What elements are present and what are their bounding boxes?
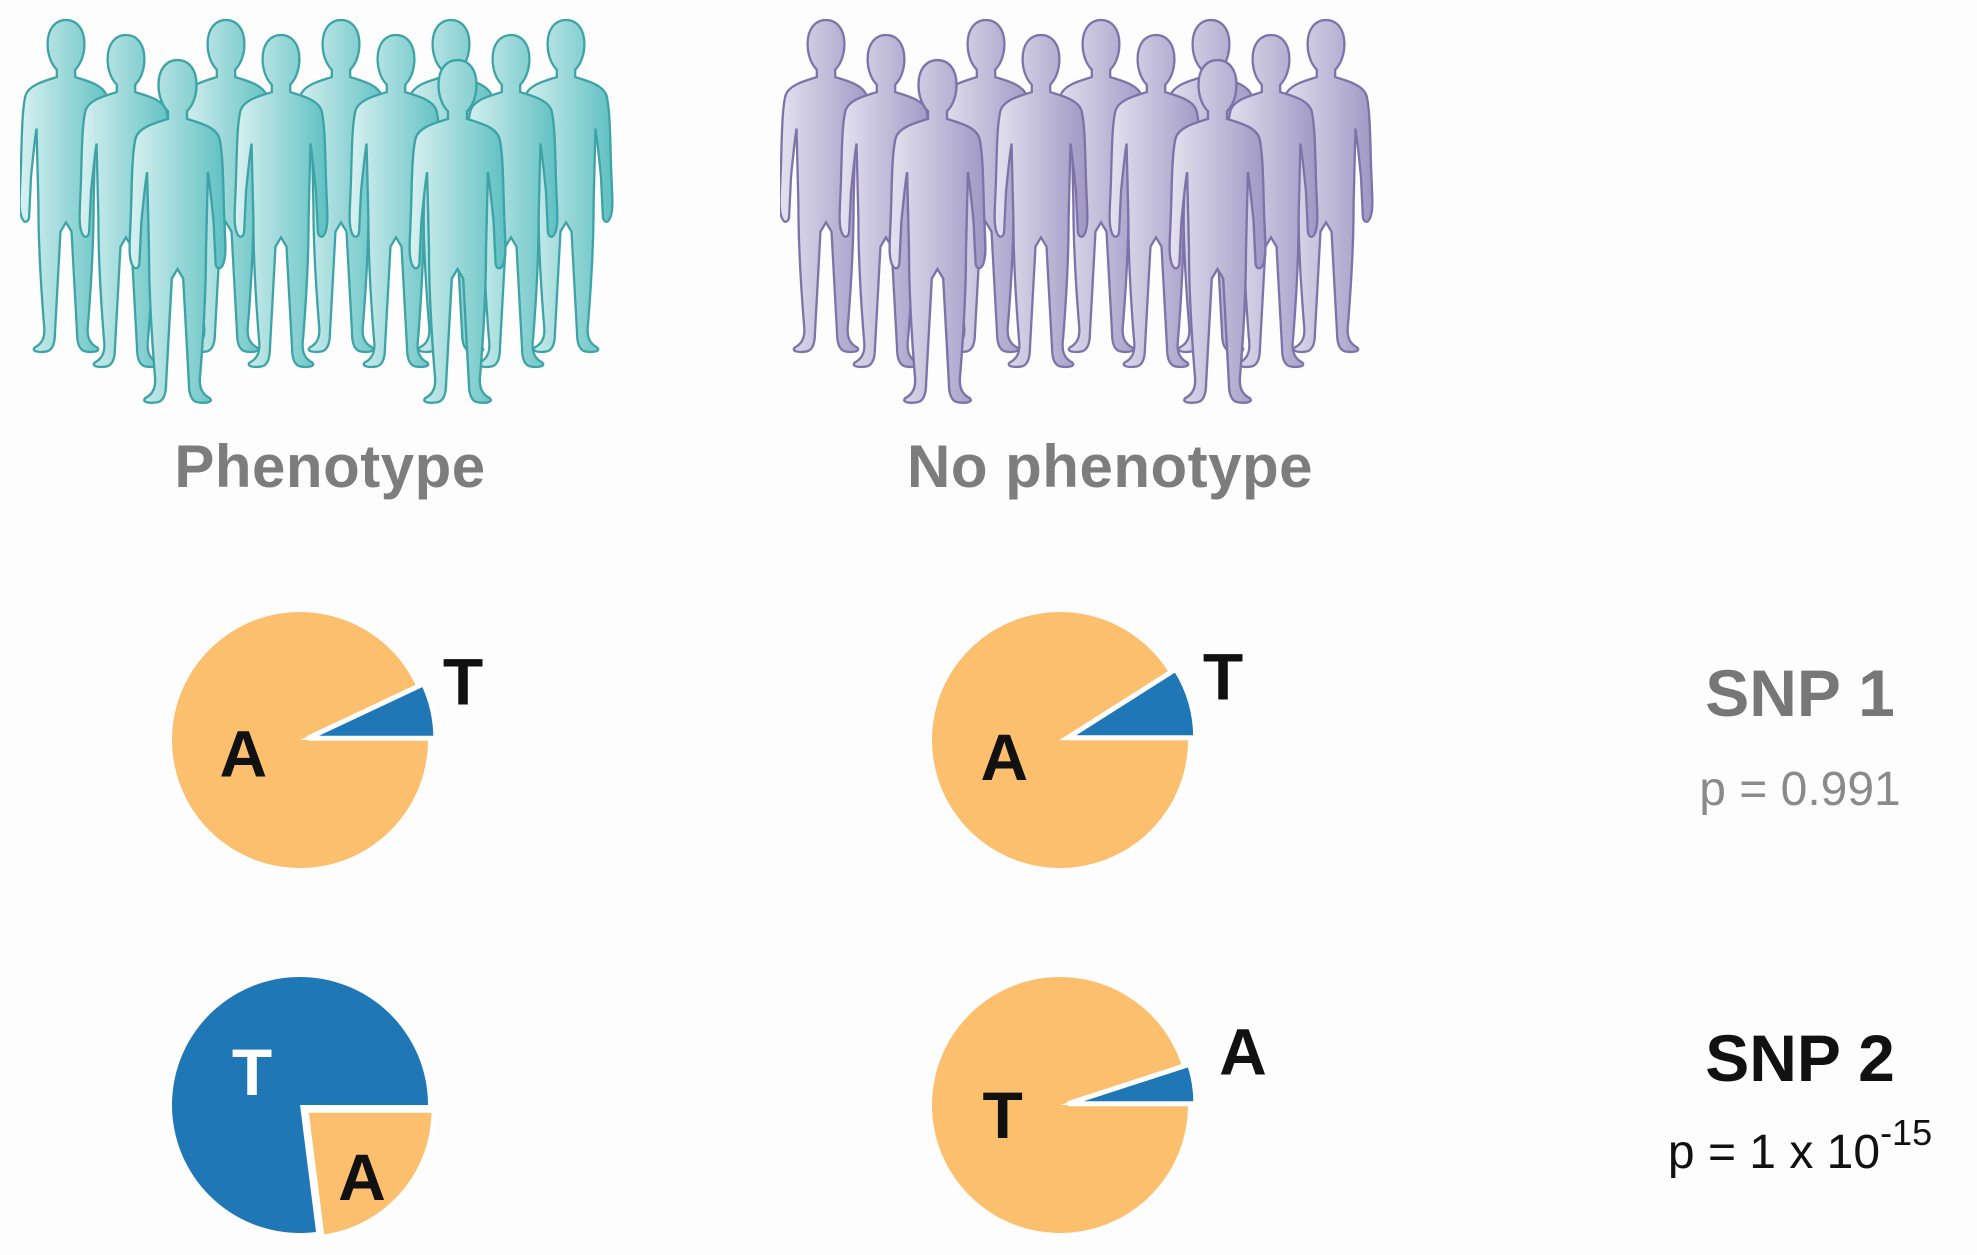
snp2-phenotype-minor-slice xyxy=(303,1107,437,1241)
snp1-phenotype-pie: AT xyxy=(172,612,483,868)
snp1-p-value: p = 0.991 xyxy=(1640,755,1960,817)
snp2-title: SNP 2 xyxy=(1705,1021,1895,1095)
snp1-title: SNP 1 xyxy=(1705,656,1895,730)
no-phenotype-crowd-icon xyxy=(780,18,1374,404)
snp1-phenotype-major-allele-label: A xyxy=(220,717,268,791)
person-silhouette-icon xyxy=(888,58,987,404)
snp2-no-phenotype-pie: TA xyxy=(932,977,1267,1233)
snp2-phenotype-minor-allele-label: A xyxy=(338,1140,386,1214)
snp2-p-text: p = 1 x 10 xyxy=(1667,1126,1881,1179)
person-silhouette-icon xyxy=(993,33,1089,369)
person-silhouette-icon xyxy=(233,33,329,369)
snp2-no-phenotype-minor-allele-label: A xyxy=(1219,1014,1267,1088)
snp1-no-phenotype-pie: AT xyxy=(932,612,1243,868)
snp1-phenotype-minor-slice xyxy=(306,680,439,741)
snp1-no-phenotype-minor-slice xyxy=(1059,665,1199,741)
snp2-p-value: p = 1 x 10-15 xyxy=(1620,1112,1977,1180)
snp2-no-phenotype-minor-slice xyxy=(1067,1061,1199,1107)
phenotype-crowd-icon xyxy=(20,18,614,404)
snp2-no-phenotype-major-slice xyxy=(932,977,1188,1233)
person-silhouette-icon xyxy=(1168,58,1267,404)
snp1-phenotype-major-slice xyxy=(172,612,428,868)
snp1-no-phenotype-major-allele-label: A xyxy=(980,720,1028,794)
snp1-p-text: p = 0.991 xyxy=(1699,763,1901,816)
snp1-no-phenotype-minor-allele-label: T xyxy=(1203,639,1243,713)
person-silhouette-icon xyxy=(128,58,227,404)
snp2-no-phenotype-major-allele-label: T xyxy=(983,1078,1023,1152)
no-phenotype-label: No phenotype xyxy=(907,433,1313,500)
snp1-phenotype-minor-allele-label: T xyxy=(443,644,483,718)
snp2-phenotype-major-allele-label: T xyxy=(232,1035,272,1109)
snp2-phenotype-pie: TA xyxy=(172,977,437,1241)
snp2-phenotype-major-slice xyxy=(172,977,428,1233)
phenotype-label: Phenotype xyxy=(174,433,486,500)
snp2-p-exponent: -15 xyxy=(1880,1112,1933,1153)
person-silhouette-icon xyxy=(408,58,507,404)
